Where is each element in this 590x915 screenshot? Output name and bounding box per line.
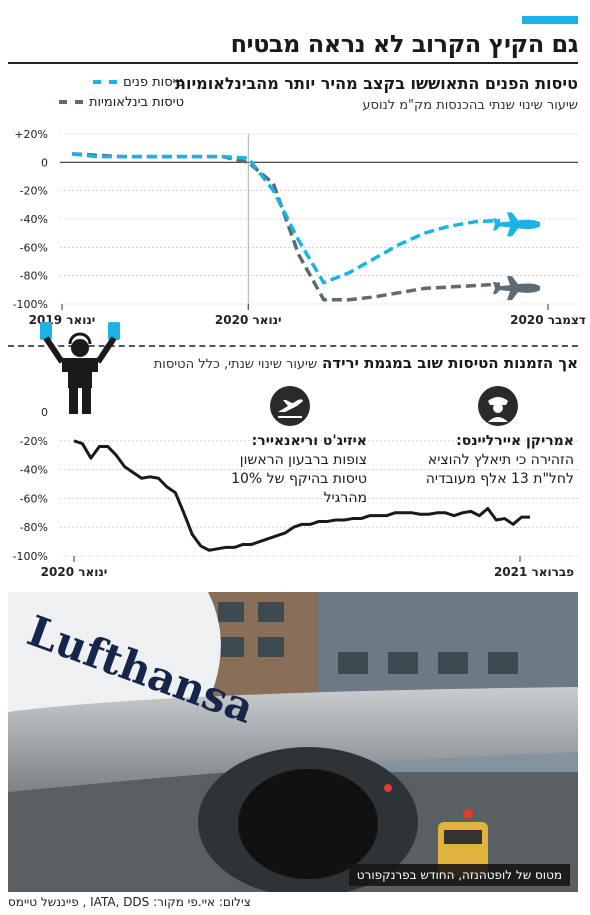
chart2-title-bold: אך הזמנות הטיסות שוב במגמת ירידה	[321, 354, 578, 372]
chart1-xtick-label: ינואר 2020	[215, 313, 282, 327]
legend-label-domestic: טיסות פנים	[123, 74, 184, 90]
airplane-photo: Lufthansa מטוס של לופטהנזה, החודש בפרנקפ…	[8, 592, 578, 892]
source-credits: צילום: איי.פי מקור: IATA, DDS , פייננשל …	[8, 895, 251, 909]
chart2-ytick-label: -80%	[20, 521, 48, 534]
chart2-title: אך הזמנות הטיסות שוב במגמת ירידה שיעור ש…	[154, 354, 578, 372]
chart2-ytick-label: -60%	[20, 492, 48, 505]
chart1-ytick-label: -100%	[13, 298, 48, 311]
chart1-ytick-label: -40%	[20, 213, 48, 226]
annotation-easyjet-line1: צופות ברבעון הראשון	[239, 452, 367, 468]
chart1-legend: טיסות פנים טיסות בינלאומיות	[14, 72, 184, 112]
plane-international-icon	[493, 276, 540, 301]
page-title: גם הקיץ הקרוב לא נראה מבטיח	[230, 30, 579, 58]
chart1-subtitle: שיעור שינוי שנתי בהכנסות מק"מ לנוסע	[362, 98, 578, 113]
chart1-ytick-label: -20%	[20, 185, 48, 198]
annotation-american-line1: הזהירה כי תיאלץ להוציא	[427, 452, 574, 468]
chart1-svg: +20%0-20%-40%-60%-80%-100%ינואר 2019 ינוא…	[13, 128, 586, 327]
annotation-american-heading: אמריקן איירליינס:	[456, 433, 574, 449]
annotation-easyjet-heading: איזיג'ט וריאנאייר:	[251, 433, 367, 449]
chart2-svg: 0 -20% -40% -60% -80% -100% ינואר 2020 פברואר 2…	[13, 406, 578, 579]
airplane-photo-drawing	[8, 592, 578, 892]
annotation-easyjet: איזיג'ט וריאנאייר: צופות ברבעון הראשון ט…	[231, 432, 367, 508]
chart1-ytick-label: -80%	[20, 270, 48, 283]
section-separator	[8, 345, 578, 347]
marshaller-figure	[40, 322, 120, 414]
annotation-easyjet-line2: טיסות בהיקף של 10%	[231, 471, 367, 487]
plane-takeoff-icon	[270, 386, 310, 426]
legend-item-international: טיסות בינלאומיות	[14, 92, 184, 112]
series-domestic-line	[71, 152, 501, 285]
chart2-xtick-label: פברואר 2021	[494, 565, 574, 579]
annotation-american: אמריקן איירליינס: הזהירה כי תיאלץ להוציא…	[426, 432, 574, 489]
series-international-line	[71, 152, 501, 302]
chart1-ytick-label: +20%	[14, 128, 48, 141]
chart1-xtick-label: דצמבר 2020	[510, 313, 586, 327]
legend-label-international: טיסות בינלאומיות	[88, 94, 184, 110]
chart2-xtick-label: ינואר 2020	[41, 565, 108, 579]
plane-international-icon-shape	[493, 276, 540, 301]
annotation-easyjet-line3: מהרגיל	[323, 490, 367, 506]
photo-caption: מטוס של לופטהנזה, החודש בפרנקפורט	[348, 864, 570, 886]
chart2-ytick-label: 0	[41, 406, 48, 419]
title-divider	[8, 62, 578, 64]
chart1-title: טיסות הפנים התאוששו בקצב מהיר יותר מהבינ…	[175, 74, 578, 93]
accent-bar	[522, 16, 578, 24]
annotation-american-line2: לחל"ת 13 אלף מעובדיה	[425, 471, 574, 487]
chart2-title-rest: שיעור שינוי שנתי, כלל הטיסות	[153, 357, 318, 372]
legend-swatch-domestic	[93, 80, 118, 84]
plane-domestic-icon-shape	[493, 212, 540, 237]
chart1-ytick-label: 0	[41, 156, 48, 169]
legend-item-domestic: טיסות פנים	[14, 72, 184, 92]
chart1-ytick-label: -60%	[20, 241, 48, 254]
chart2-ytick-label: -40%	[20, 464, 48, 477]
chart2-ytick-label: -20%	[20, 435, 48, 448]
chart2-ytick-label: -100%	[13, 550, 48, 563]
pilot-icon	[478, 386, 518, 426]
legend-swatch-international	[58, 100, 83, 104]
plane-domestic-icon	[493, 212, 540, 237]
